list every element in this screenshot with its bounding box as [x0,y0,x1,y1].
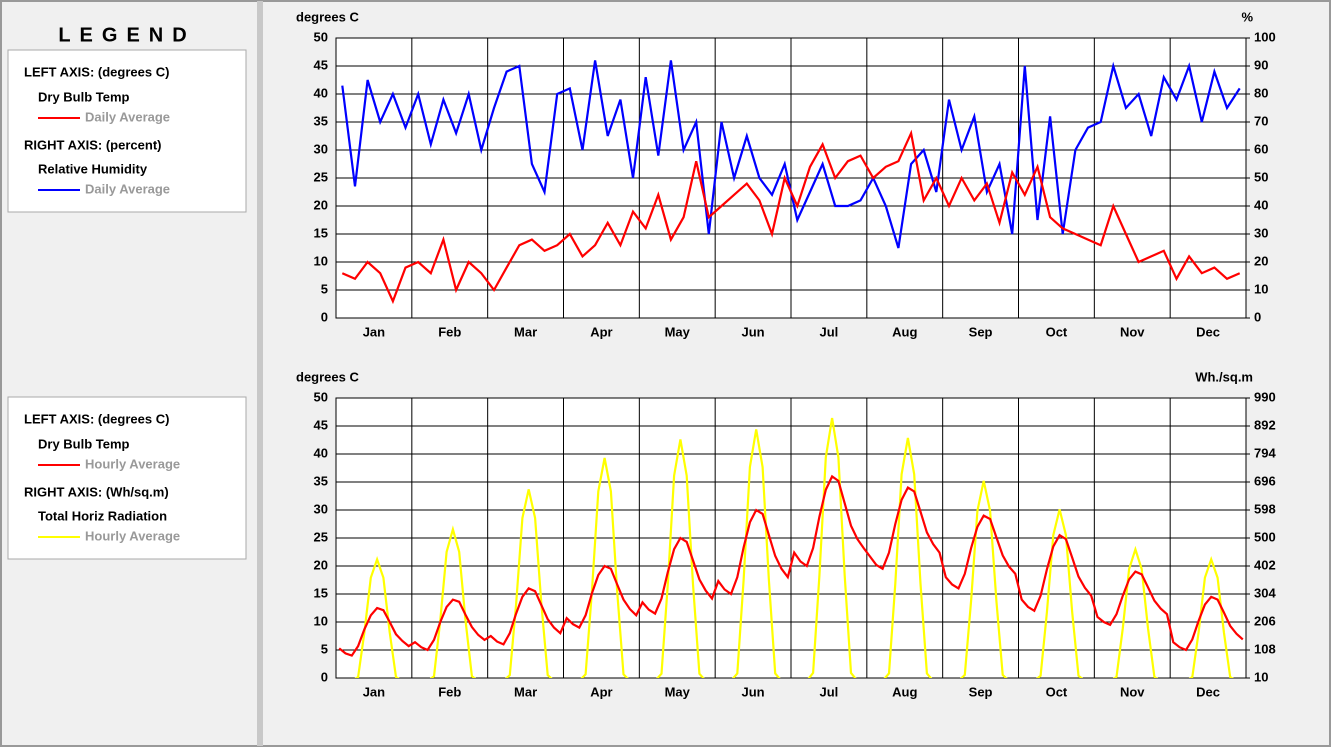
y-tick-label: 25 [314,529,328,544]
y-tick-label: 50 [314,29,328,44]
y-tick-label: 0 [321,309,328,324]
y2-tick-label: 20 [1254,253,1268,268]
y-tick-label: 50 [314,389,328,404]
series-line [338,474,1244,657]
y-tick-label: 45 [314,417,328,432]
y2-tick-label: 60 [1254,141,1268,156]
y-tick-label: 5 [321,641,328,656]
x-tick-label: Aug [892,324,917,339]
legend-left-stat: Daily Average [85,109,170,124]
x-tick-label: Jan [363,684,385,699]
y2-tick-label: 500 [1254,529,1276,544]
legend-right-axis: RIGHT AXIS: (Wh/sq.m) [24,484,169,499]
x-tick-label: Feb [438,684,461,699]
x-tick-label: Jun [742,684,765,699]
x-tick-label: Aug [892,684,917,699]
x-tick-label: Nov [1120,324,1145,339]
y-tick-label: 20 [314,557,328,572]
y2-tick-label: 402 [1254,557,1276,572]
legend-left-axis: LEFT AXIS: (degrees C) [24,64,169,79]
y-tick-label: 30 [314,141,328,156]
y2-axis-label: Wh./sq.m [1195,369,1253,384]
y-tick-label: 0 [321,669,328,684]
y2-tick-label: 100 [1254,29,1276,44]
legend-right-axis: RIGHT AXIS: (percent) [24,137,161,152]
y2-tick-label: 90 [1254,57,1268,72]
legend-left-stat: Hourly Average [85,456,180,471]
x-tick-label: Oct [1046,684,1068,699]
y2-tick-label: 990 [1254,389,1276,404]
y2-tick-label: 80 [1254,85,1268,100]
y-tick-label: 5 [321,281,328,296]
separator [257,1,263,746]
y-tick-label: 10 [314,253,328,268]
y-tick-label: 15 [314,225,328,240]
x-tick-label: Nov [1120,684,1145,699]
x-tick-label: May [665,684,691,699]
y-tick-label: 35 [314,113,328,128]
y-axis-label: degrees C [296,9,359,24]
x-tick-label: Dec [1196,324,1220,339]
legend-right-stat: Hourly Average [85,528,180,543]
legend-left-axis: LEFT AXIS: (degrees C) [24,411,169,426]
legend-box [7,49,247,213]
legend-title: LEGEND [58,24,195,46]
x-tick-label: Jul [820,324,839,339]
x-tick-label: Oct [1046,324,1068,339]
y2-tick-label: 10 [1254,281,1268,296]
y2-tick-label: 696 [1254,473,1276,488]
y2-axis-label: % [1241,9,1253,24]
y2-tick-label: 794 [1254,445,1276,460]
y2-tick-label: 892 [1254,417,1276,432]
y-tick-label: 20 [314,197,328,212]
y2-tick-label: 0 [1254,309,1261,324]
x-tick-label: Jul [820,684,839,699]
y2-tick-label: 10 [1254,669,1268,684]
plot-border [335,37,1247,319]
legend-left-name: Dry Bulb Temp [38,436,130,451]
plot-border [335,397,1247,679]
y-axis-label: degrees C [296,369,359,384]
x-tick-label: Mar [514,684,537,699]
y-tick-label: 25 [314,169,328,184]
y-tick-label: 35 [314,473,328,488]
y2-tick-label: 30 [1254,225,1268,240]
x-tick-label: Jan [363,324,385,339]
legend-box [7,396,247,560]
x-tick-label: Jun [742,324,765,339]
y2-tick-label: 40 [1254,197,1268,212]
y-tick-label: 45 [314,57,328,72]
y2-tick-label: 50 [1254,169,1268,184]
x-tick-label: May [665,324,691,339]
y-tick-label: 40 [314,85,328,100]
y2-tick-label: 304 [1254,585,1276,600]
x-tick-label: Apr [590,324,612,339]
y-tick-label: 10 [314,613,328,628]
legend-left-name: Dry Bulb Temp [38,89,130,104]
y-tick-label: 40 [314,445,328,460]
y2-tick-label: 206 [1254,613,1276,628]
x-tick-label: Feb [438,324,461,339]
y-tick-label: 15 [314,585,328,600]
legend-right-stat: Daily Average [85,181,170,196]
x-tick-label: Mar [514,324,537,339]
x-tick-label: Dec [1196,684,1220,699]
legend-right-name: Total Horiz Radiation [38,508,167,523]
y2-tick-label: 108 [1254,641,1276,656]
legend-right-name: Relative Humidity [38,161,148,176]
x-tick-label: Sep [969,324,993,339]
y2-tick-label: 598 [1254,501,1276,516]
x-tick-label: Sep [969,684,993,699]
y2-tick-label: 70 [1254,113,1268,128]
x-tick-label: Apr [590,684,612,699]
y-tick-label: 30 [314,501,328,516]
series-line [341,129,1241,305]
